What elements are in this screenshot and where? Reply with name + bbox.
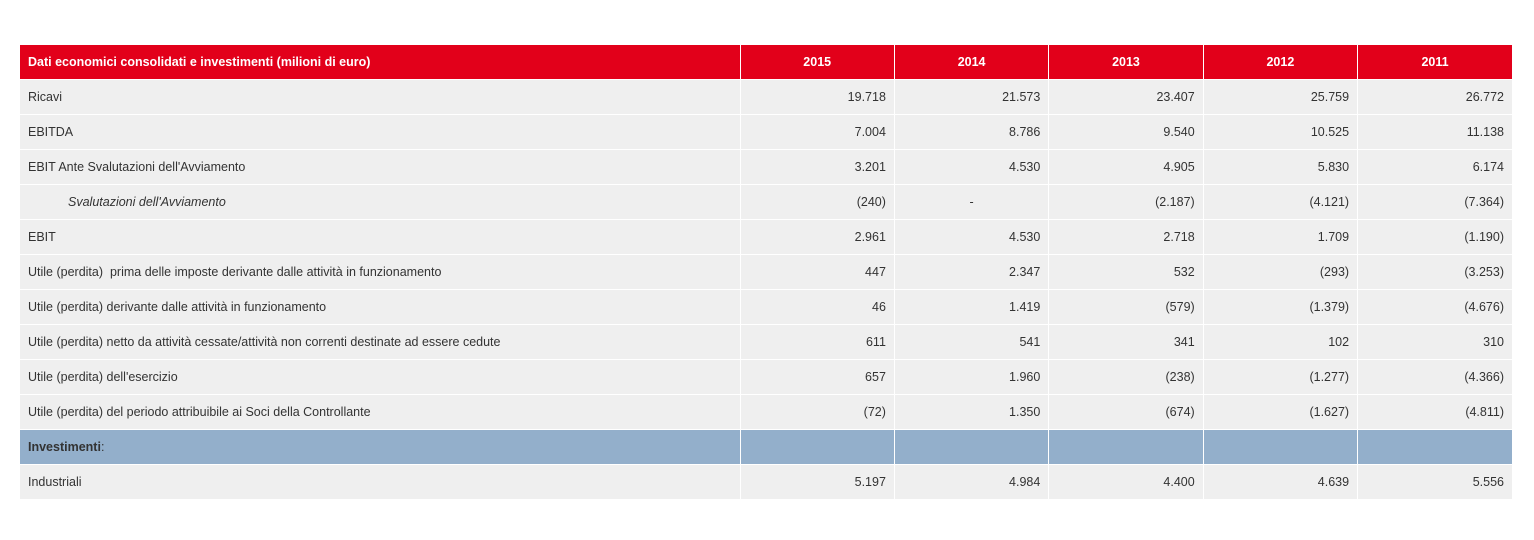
cell-value: (4.366) <box>1357 359 1512 395</box>
cell-value: 2.718 <box>1048 219 1204 255</box>
cell-value: 7.004 <box>740 114 895 150</box>
cell-value: 541 <box>894 324 1050 360</box>
cell-value: 1.960 <box>894 359 1050 395</box>
table-row: EBIT 2.961 4.530 2.718 1.709 (1.190) <box>20 219 1512 255</box>
cell-value: 25.759 <box>1203 79 1359 115</box>
cell-value: 5.197 <box>740 464 895 499</box>
row-label: Utile (perdita) del periodo attribuibile… <box>20 394 741 430</box>
cell-value: 4.984 <box>894 464 1050 499</box>
section-empty-cell <box>740 429 895 465</box>
cell-value: 5.830 <box>1203 149 1359 185</box>
section-title: Investimenti <box>28 440 101 454</box>
cell-value: (7.364) <box>1357 184 1512 220</box>
cell-value: 341 <box>1048 324 1204 360</box>
cell-value: 6.174 <box>1357 149 1512 185</box>
row-label: EBIT Ante Svalutazioni dell'Avviamento <box>20 149 741 185</box>
table-row: Utile (perdita) dell'esercizio 657 1.960… <box>20 359 1512 395</box>
row-label: Industriali <box>20 464 741 499</box>
header-year-2011: 2011 <box>1357 45 1512 80</box>
cell-value: 21.573 <box>894 79 1050 115</box>
cell-value: 8.786 <box>894 114 1050 150</box>
cell-value: 23.407 <box>1048 79 1204 115</box>
row-label: EBITDA <box>20 114 741 150</box>
cell-value: (4.121) <box>1203 184 1359 220</box>
cell-value: 4.639 <box>1203 464 1359 499</box>
cell-value: 657 <box>740 359 895 395</box>
section-label: Investimenti: <box>20 429 741 465</box>
cell-value: 4.400 <box>1048 464 1204 499</box>
cell-value: 611 <box>740 324 895 360</box>
cell-value: (1.190) <box>1357 219 1512 255</box>
section-row-investimenti: Investimenti: <box>20 429 1512 465</box>
section-empty-cell <box>1357 429 1512 465</box>
cell-value: (674) <box>1048 394 1204 430</box>
cell-value: (2.187) <box>1048 184 1204 220</box>
table-row: EBIT Ante Svalutazioni dell'Avviamento 3… <box>20 149 1512 185</box>
cell-value: (293) <box>1203 254 1359 290</box>
section-suffix: : <box>100 440 105 454</box>
cell-value: 4.530 <box>894 149 1050 185</box>
table-row: Utile (perdita) netto da attività cessat… <box>20 324 1512 360</box>
row-label: Utile (perdita) netto da attività cessat… <box>20 324 741 360</box>
section-empty-cell <box>894 429 1050 465</box>
table-row: EBITDA 7.004 8.786 9.540 10.525 11.138 <box>20 114 1512 150</box>
header-row: Dati economici consolidati e investiment… <box>20 45 1512 80</box>
cell-value: (1.277) <box>1203 359 1359 395</box>
cell-value: 1.419 <box>894 289 1050 325</box>
cell-value: (240) <box>740 184 895 220</box>
cell-value: 4.530 <box>894 219 1050 255</box>
cell-value: (1.379) <box>1203 289 1359 325</box>
cell-value: (1.627) <box>1203 394 1359 430</box>
table-row: Utile (perdita) prima delle imposte deri… <box>20 254 1512 290</box>
cell-value: 2.347 <box>894 254 1050 290</box>
cell-value: 10.525 <box>1203 114 1359 150</box>
header-year-2013: 2013 <box>1048 45 1204 80</box>
financial-table-container: Dati economici consolidati e investiment… <box>20 45 1512 499</box>
section-empty-cell <box>1048 429 1204 465</box>
cell-value: 3.201 <box>740 149 895 185</box>
cell-value: (72) <box>740 394 895 430</box>
cell-value: 46 <box>740 289 895 325</box>
cell-value: 447 <box>740 254 895 290</box>
header-year-2014: 2014 <box>894 45 1050 80</box>
table-row: Utile (perdita) derivante dalle attività… <box>20 289 1512 325</box>
cell-value: (4.811) <box>1357 394 1512 430</box>
cell-value: 532 <box>1048 254 1204 290</box>
row-label: Utile (perdita) prima delle imposte deri… <box>20 254 741 290</box>
financial-data-table: Dati economici consolidati e investiment… <box>20 45 1512 499</box>
table-header: Dati economici consolidati e investiment… <box>20 45 1512 80</box>
cell-value: (238) <box>1048 359 1204 395</box>
cell-value: (579) <box>1048 289 1204 325</box>
cell-value: 11.138 <box>1357 114 1512 150</box>
table-row: Industriali 5.197 4.984 4.400 4.639 5.55… <box>20 464 1512 499</box>
cell-value: 102 <box>1203 324 1359 360</box>
section-empty-cell <box>1203 429 1359 465</box>
cell-value: 9.540 <box>1048 114 1204 150</box>
cell-value: 4.905 <box>1048 149 1204 185</box>
header-year-2015: 2015 <box>740 45 895 80</box>
cell-value: (3.253) <box>1357 254 1512 290</box>
row-label: Utile (perdita) derivante dalle attività… <box>20 289 741 325</box>
cell-value: 310 <box>1357 324 1512 360</box>
row-label: Utile (perdita) dell'esercizio <box>20 359 741 395</box>
cell-value: 19.718 <box>740 79 895 115</box>
table-row-indented: Svalutazioni dell'Avviamento (240) - (2.… <box>20 184 1512 220</box>
table-row: Ricavi 19.718 21.573 23.407 25.759 26.77… <box>20 79 1512 115</box>
header-label: Dati economici consolidati e investiment… <box>20 45 741 80</box>
cell-value: (4.676) <box>1357 289 1512 325</box>
row-label: Ricavi <box>20 79 741 115</box>
cell-value: 1.350 <box>894 394 1050 430</box>
cell-value: 5.556 <box>1357 464 1512 499</box>
row-label: EBIT <box>20 219 741 255</box>
header-year-2012: 2012 <box>1203 45 1359 80</box>
table-row: Utile (perdita) del periodo attribuibile… <box>20 394 1512 430</box>
table-body: Ricavi 19.718 21.573 23.407 25.759 26.77… <box>20 79 1512 499</box>
cell-value: - <box>894 184 1050 220</box>
row-label: Svalutazioni dell'Avviamento <box>20 184 741 220</box>
cell-value: 1.709 <box>1203 219 1359 255</box>
cell-value: 2.961 <box>740 219 895 255</box>
cell-value: 26.772 <box>1357 79 1512 115</box>
